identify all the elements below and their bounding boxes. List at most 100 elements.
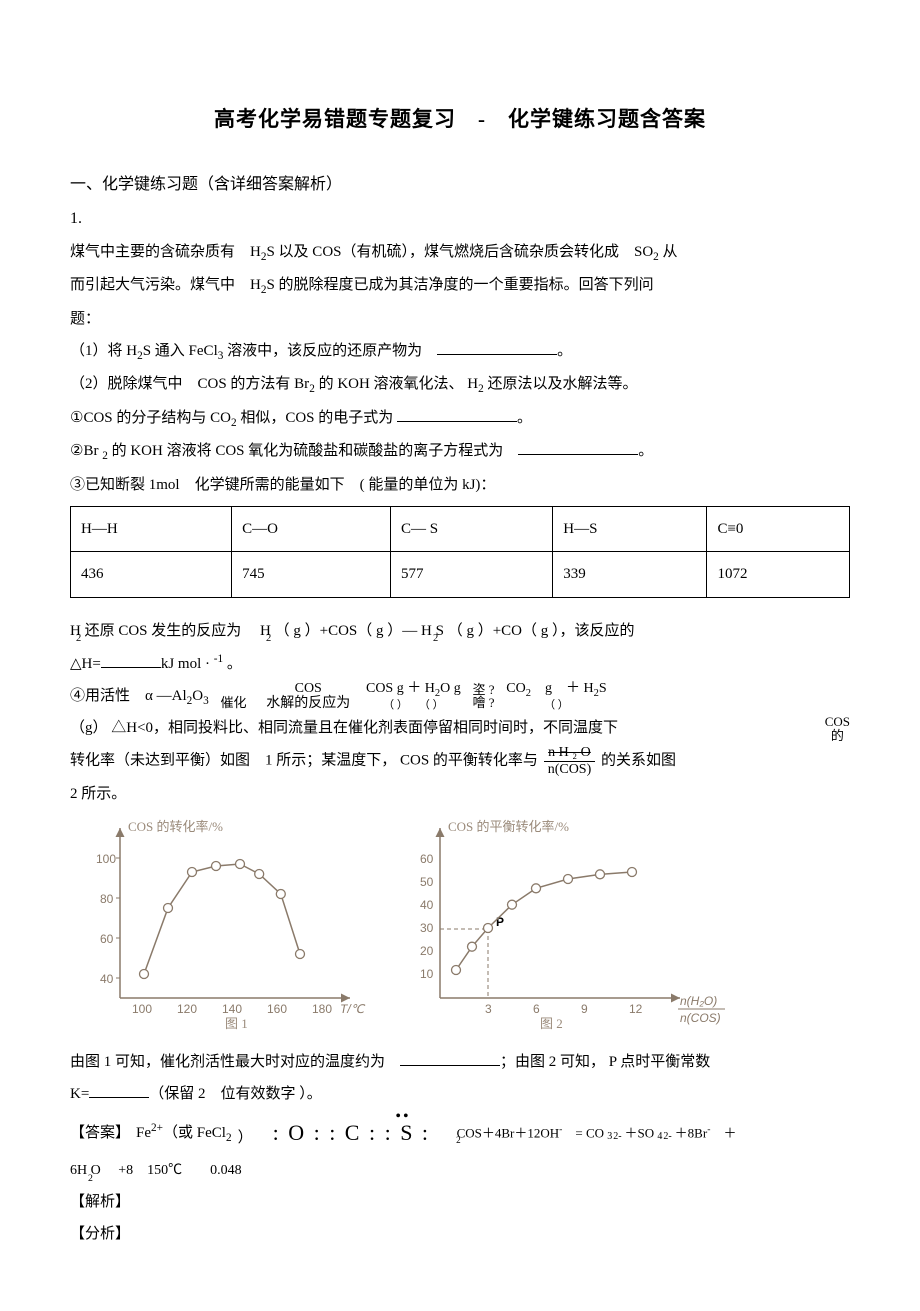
- text: ②Br: [70, 443, 102, 459]
- text: （保留 2 位有效数字 ）。: [149, 1086, 322, 1102]
- table-cell: H—H: [71, 506, 232, 552]
- svg-text:100: 100: [96, 852, 116, 866]
- y-ticks: 40 60 80 100: [96, 852, 120, 986]
- text: 而引起大气污染。煤气中 H: [70, 277, 261, 293]
- stacked-text: 催化: [220, 682, 246, 711]
- svg-text:3: 3: [485, 1002, 492, 1016]
- analysis-label: 【分析】: [70, 1219, 850, 1249]
- text: 煤气中主要的含硫杂质有 H: [70, 244, 261, 260]
- blank-line: [89, 1082, 149, 1098]
- text: （ g ）+CO（ g ），该反应的: [448, 623, 635, 639]
- svg-text:80: 80: [100, 892, 114, 906]
- chart-y-label: COS 的平衡转化率/%: [448, 819, 569, 834]
- chart-plot: [140, 860, 305, 979]
- table-cell: C≡0: [707, 506, 850, 552]
- svg-text:100: 100: [132, 1002, 152, 1016]
- answer-line-2: 6H O2 +8 150℃ 0.048: [70, 1157, 850, 1185]
- table-cell: C— S: [390, 506, 552, 552]
- svg-text:40: 40: [420, 898, 434, 912]
- table-cell: 745: [232, 552, 391, 598]
- text: K=: [70, 1086, 89, 1102]
- text: 的 KOH 溶液将 COS 氧化为硫酸盐和碳酸盐的离子方程式为: [108, 443, 518, 459]
- text: ④用活性 α —Al: [70, 688, 187, 704]
- x-ticks: 100 120 140 160 180 T/℃: [132, 1002, 366, 1016]
- paragraph: （g） △H<0，相同投料比、相同流量且在催化剂表面停留相同时间时，不同温度下 …: [70, 713, 850, 743]
- text: S 的脱除程度已成为其洁净度的一个重要指标。回答下列问: [266, 277, 653, 293]
- charts-row: COS 的转化率/% 40 60 80 100 100 120 140: [70, 813, 850, 1033]
- svg-text:60: 60: [100, 932, 114, 946]
- subscript: 3: [203, 695, 209, 707]
- chart-2-svg: COS 的平衡转化率/% 10 20 30 40 50 60 3 6 9 12: [390, 813, 730, 1033]
- text: Fe2+（或 FeCl2: [136, 1117, 232, 1150]
- blank-line: [101, 652, 161, 668]
- svg-text:20: 20: [420, 944, 434, 958]
- svg-text:140: 140: [222, 1002, 242, 1016]
- chart-caption: 图 1: [225, 1016, 248, 1031]
- text: ①COS 的分子结构与 CO: [70, 410, 231, 426]
- chart-caption: 图 2: [540, 1016, 563, 1031]
- paragraph: 题：: [70, 304, 850, 334]
- text: 的关系如图: [601, 753, 676, 769]
- svg-text:120: 120: [177, 1002, 197, 1016]
- stacked-text: CO2 g ＋ H2S （ ）: [506, 681, 606, 711]
- text: O: [192, 688, 203, 704]
- stacked-text: COS 水解的反应为: [266, 681, 350, 712]
- page-title: 高考化学易错题专题复习 - 化学键练习题含答案: [70, 100, 850, 140]
- text: 。: [638, 443, 653, 459]
- text: （1）将 H: [70, 343, 137, 359]
- paragraph: △H=kJ mol · -1 。: [70, 648, 850, 679]
- svg-text:60: 60: [420, 852, 434, 866]
- chart-plot: [452, 868, 637, 975]
- text: （ g ）+COS（ g ）—: [275, 623, 418, 639]
- table-cell: C—O: [232, 506, 391, 552]
- text: 从: [659, 244, 678, 260]
- text: 的 KOH 溶液氧化法、 H: [315, 376, 478, 392]
- svg-text:n(H₂O): n(H₂O): [680, 994, 717, 1008]
- text: S 以及 COS（有机硫），煤气燃烧后含硫杂质会转化成 SO: [266, 244, 653, 260]
- text: （2）脱除煤气中 COS 的方法有 Br: [70, 376, 309, 392]
- chart-y-label: COS 的转化率/%: [128, 819, 223, 834]
- chart-2: COS 的平衡转化率/% 10 20 30 40 50 60 3 6 9 12: [390, 813, 730, 1033]
- sub-question-2-1: ①COS 的分子结构与 CO2 相似，COS 的电子式为 。: [70, 403, 850, 435]
- text: △H=: [70, 656, 101, 672]
- text: 相似，COS 的电子式为: [237, 410, 397, 426]
- svg-text:50: 50: [420, 875, 434, 889]
- conclusion-2: K= （保留 2 位有效数字 ）。: [70, 1079, 850, 1109]
- paragraph: H2 还原 COS 发生的反应为 H2 （ g ）+COS（ g ）— H S2…: [70, 616, 850, 646]
- svg-text:40: 40: [100, 972, 114, 986]
- text: 。: [517, 410, 532, 426]
- text: ；由图 2 可知， P 点时平衡常数: [500, 1054, 710, 1070]
- table-cell: 577: [390, 552, 552, 598]
- table-cell: 436: [71, 552, 232, 598]
- text: H2: [260, 616, 271, 646]
- paragraph: 转化率（未达到平衡）如图 1 所示；某温度下， COS 的平衡转化率与 n H …: [70, 745, 850, 777]
- paragraph: 煤气中主要的含硫杂质有 H2S 以及 COS（有机硫），煤气燃烧后含硫杂质会转化…: [70, 237, 850, 269]
- text: 溶液中，该反应的还原产物为: [223, 343, 437, 359]
- svg-text:160: 160: [267, 1002, 287, 1016]
- text: S 通入 FeCl: [143, 343, 218, 359]
- sub-question-2-2: ②Br 2 的 KOH 溶液将 COS 氧化为硫酸盐和碳酸盐的离子方程式为 。: [70, 436, 850, 468]
- y-ticks: 10 20 30 40 50 60: [420, 852, 434, 981]
- svg-text:9: 9: [581, 1002, 588, 1016]
- chart-1: COS 的转化率/% 40 60 80 100 100 120 140: [70, 813, 370, 1033]
- chart-1-svg: COS 的转化率/% 40 60 80 100 100 120 140: [70, 813, 370, 1033]
- superscript: -1: [214, 653, 223, 665]
- text: H2: [70, 616, 81, 646]
- conclusion: 由图 1 可知，催化剂活性最大时对应的温度约为 ；由图 2 可知， P 点时平衡…: [70, 1047, 850, 1077]
- reversible-arrow: 垐 ? 噲 ?: [472, 683, 494, 709]
- table-row: 436 745 577 339 1072: [71, 552, 850, 598]
- text: 还原法以及水解法等。: [484, 376, 638, 392]
- page: 高考化学易错题专题复习 - 化学键练习题含答案 一、化学键练习题（含详细答案解析…: [0, 0, 920, 1311]
- lewis-structure: •• : O : : C : : S :: [273, 1111, 430, 1155]
- stacked-text: COS 的: [825, 715, 850, 744]
- text: 2 COS＋4Br＋12OH- = CO 32- ＋SO 42- ＋8Br- ＋: [450, 1120, 736, 1146]
- table-cell: 1072: [707, 552, 850, 598]
- fraction: n H ₂ O n(COS): [544, 745, 596, 777]
- text: kJ mol ·: [161, 656, 214, 672]
- blank-line: [400, 1050, 500, 1066]
- explanation-label: 【解析】: [70, 1187, 850, 1217]
- stacked-text: COS g ＋ H2O g （ ） （ ）: [366, 681, 461, 711]
- table-row: H—H C—O C— S H—S C≡0: [71, 506, 850, 552]
- x-label-fraction: n(H₂O) n(COS): [678, 994, 725, 1025]
- svg-text:n(COS): n(COS): [680, 1011, 721, 1025]
